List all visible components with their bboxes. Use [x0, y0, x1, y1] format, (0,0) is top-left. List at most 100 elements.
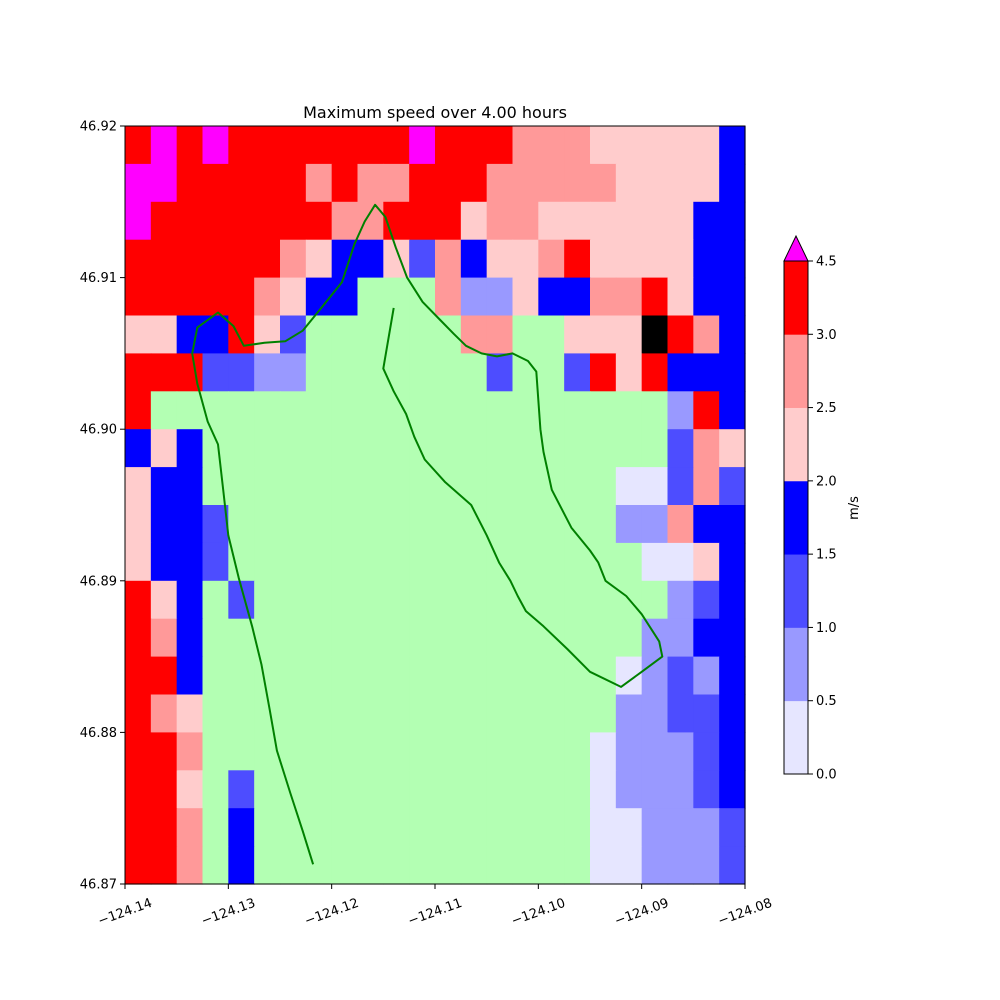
colorbar: 0.0 0.5 1.0 1.5 2.0 2.5 3.0 4.5: [783, 234, 837, 783]
grid-cell: [564, 467, 591, 506]
grid-cell: [202, 201, 229, 241]
grid-cell: [564, 770, 591, 809]
grid-cell: [125, 277, 152, 317]
grid-cell: [357, 201, 384, 241]
grid-cell: [641, 277, 669, 317]
grid-cell: [538, 391, 565, 430]
grid-cell: [331, 846, 359, 885]
y-axis: 46.87 46.88 46.89 46.90 46.91 46.92: [80, 120, 125, 893]
grid-cell: [331, 391, 359, 430]
grid-cell: [202, 618, 229, 658]
grid-cell: [693, 656, 720, 696]
grid-cell: [280, 201, 307, 241]
grid-cell: [615, 163, 643, 203]
grid-cell: [280, 163, 307, 203]
grid-cell: [538, 353, 565, 392]
grid-cell: [538, 846, 565, 885]
grid-cell: [280, 694, 307, 733]
grid-cell: [512, 656, 539, 696]
colorbar-label: m/s: [847, 496, 862, 520]
grid-cell: [564, 808, 591, 847]
grid-cell: [512, 315, 539, 354]
grid-cell: [460, 846, 488, 885]
grid-cell: [615, 277, 643, 317]
grid-cell: [460, 163, 488, 203]
x-tick-label: −124.13: [199, 896, 257, 929]
grid-cell: [615, 467, 643, 506]
grid-cell: [538, 656, 565, 696]
grid-cell: [564, 846, 591, 885]
grid-cell: [538, 542, 565, 582]
grid-cell: [435, 239, 462, 279]
colorbar-tick-label: 0.0: [816, 768, 837, 783]
grid-cell: [357, 429, 384, 468]
grid-cell: [512, 618, 539, 658]
grid-cell: [460, 239, 488, 279]
grid-cell: [719, 315, 746, 354]
grid-cell: [254, 808, 281, 847]
grid-cell: [693, 277, 720, 317]
grid-cell: [538, 239, 565, 279]
grid-cell: [176, 770, 204, 809]
grid-cell: [125, 505, 152, 544]
grid-cell: [641, 315, 669, 354]
grid-cell: [409, 201, 436, 241]
grid-cell: [150, 391, 178, 430]
grid-cell: [693, 239, 720, 279]
grid-cell: [383, 808, 410, 847]
grid-cell: [150, 732, 178, 771]
grid-cell: [564, 505, 591, 544]
grid-cell: [383, 353, 410, 392]
grid-cell: [331, 580, 359, 620]
grid-cell: [512, 846, 539, 885]
grid-cell: [254, 239, 281, 279]
grid-cell: [512, 391, 539, 430]
grid-cell: [176, 656, 204, 696]
grid-cell: [228, 770, 255, 809]
grid-cell: [176, 277, 204, 317]
y-tick-label: 46.90: [80, 423, 117, 438]
grid-cell: [486, 429, 514, 468]
grid-cell: [590, 770, 617, 809]
grid-cell: [357, 126, 384, 165]
grid-cell: [125, 770, 152, 809]
shoreline-layer: [191, 203, 664, 865]
grid-cell: [305, 694, 333, 733]
grid-cell: [719, 732, 746, 771]
grid-cell: [641, 391, 669, 430]
grid-cell: [486, 732, 514, 771]
grid-cell: [331, 315, 359, 354]
grid-cell: [254, 391, 281, 430]
grid-cell: [435, 580, 462, 620]
grid-cell: [641, 505, 669, 544]
grid-cell: [667, 126, 694, 165]
grid-cell: [486, 694, 514, 733]
grid-cell: [228, 315, 255, 354]
grid-cell: [202, 315, 229, 354]
grid-cell: [176, 694, 204, 733]
grid-cell: [719, 580, 746, 620]
grid-cell: [460, 391, 488, 430]
grid-cell: [409, 732, 436, 771]
grid-cell: [460, 618, 488, 658]
y-tick-label: 46.88: [80, 726, 117, 741]
grid-cell: [564, 656, 591, 696]
grid-cell: [538, 505, 565, 544]
grid-cell: [357, 580, 384, 620]
grid-cell: [280, 315, 307, 354]
grid-cell: [176, 580, 204, 620]
colorbar-tick-label: 1.5: [816, 548, 837, 563]
grid-cell: [538, 201, 565, 241]
grid-cell: [254, 126, 281, 165]
y-tick-label: 46.87: [80, 878, 117, 893]
grid-cell: [512, 277, 539, 317]
grid-cell: [202, 163, 229, 203]
grid-cell: [383, 542, 410, 582]
grid-cell: [409, 656, 436, 696]
grid-cell: [693, 505, 720, 544]
grid-cell: [383, 846, 410, 885]
grid-cell: [615, 618, 643, 658]
grid-cell: [435, 277, 462, 317]
map-title: Maximum speed over 4.00 hours: [303, 103, 567, 122]
colorbar-tick-label: 3.0: [816, 328, 837, 343]
